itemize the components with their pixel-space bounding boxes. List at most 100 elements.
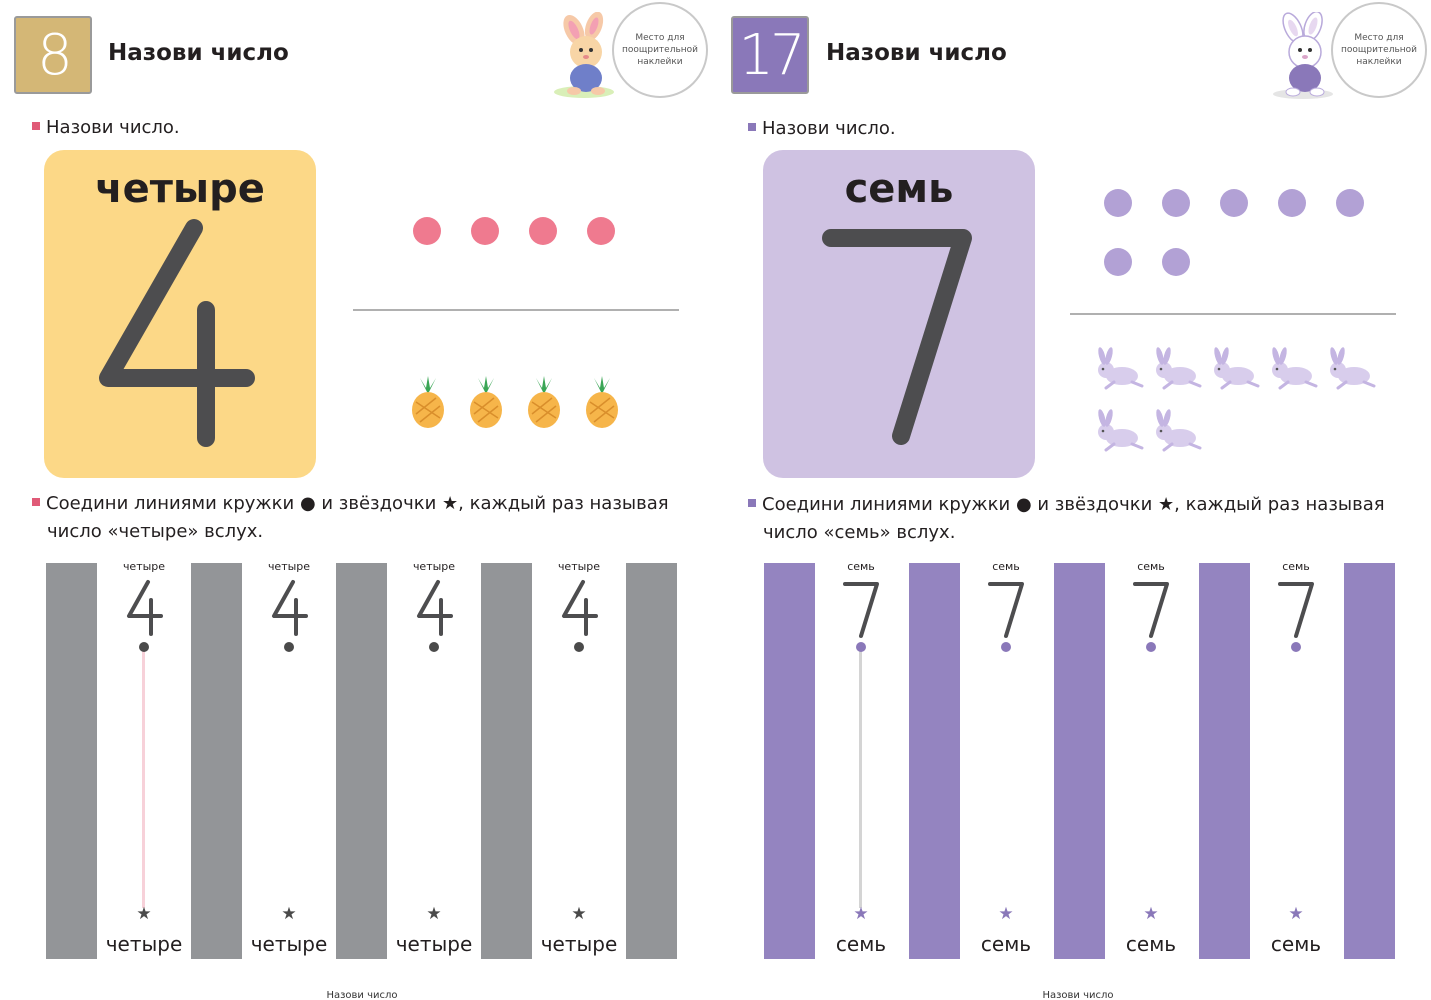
gray-bar bbox=[626, 563, 677, 959]
bullet-square bbox=[748, 123, 756, 131]
gray-bar bbox=[481, 563, 532, 959]
rabbit-icon bbox=[1272, 347, 1318, 390]
instruction-text: число «четыре» вслух. bbox=[47, 521, 264, 542]
lane-bottom-word: семь bbox=[980, 932, 1032, 956]
pineapple-icon bbox=[470, 376, 502, 428]
lane-top-word: семь bbox=[847, 560, 875, 573]
sticker-placeholder: Место для поощрительной наклейки bbox=[1331, 2, 1427, 98]
gray-bar bbox=[46, 563, 97, 959]
lane-top-word: семь bbox=[1282, 560, 1310, 573]
instruction-text: Соедини линиями кружки ● и звёздочки ★, … bbox=[46, 493, 669, 514]
start-dot[interactable] bbox=[139, 642, 149, 652]
target-star-icon[interactable]: ★ bbox=[136, 904, 152, 924]
count-dot bbox=[1220, 189, 1248, 217]
rabbit-icon bbox=[1098, 347, 1144, 390]
count-dot bbox=[587, 217, 615, 245]
trace-lane[interactable]: семь ★ семь bbox=[960, 560, 1052, 960]
purple-bar bbox=[1054, 563, 1105, 959]
lane-digit-seven bbox=[1133, 582, 1169, 638]
target-star-icon[interactable]: ★ bbox=[1143, 904, 1159, 924]
start-dot[interactable] bbox=[1146, 642, 1156, 652]
count-dot bbox=[1104, 189, 1132, 217]
big-digit-seven bbox=[822, 229, 972, 445]
sticker-area: Место для поощрительной наклейки bbox=[554, 2, 712, 102]
lane-top-word: четыре bbox=[557, 560, 601, 573]
number-card: четыре bbox=[44, 150, 316, 478]
gray-bar bbox=[191, 563, 242, 959]
start-dot[interactable] bbox=[856, 642, 866, 652]
lane-bottom-word: четыре bbox=[250, 932, 328, 956]
left-page: 8 Назови число Место для поощрительной н… bbox=[0, 0, 715, 1000]
target-star-icon[interactable]: ★ bbox=[426, 904, 442, 924]
sticker-area: Место для поощрительной наклейки bbox=[1273, 2, 1431, 102]
lane-bottom-word: четыре bbox=[105, 932, 183, 956]
purple-bar bbox=[909, 563, 960, 959]
target-star-icon[interactable]: ★ bbox=[1288, 904, 1304, 924]
divider-line bbox=[353, 309, 679, 311]
pineapple-icon bbox=[528, 376, 560, 428]
page-footer: Назови число bbox=[326, 990, 398, 1000]
start-dot[interactable] bbox=[1001, 642, 1011, 652]
traced-line bbox=[142, 650, 145, 908]
lane-top-word: семь bbox=[992, 560, 1020, 573]
trace-lane[interactable]: четыре ★ четыре bbox=[533, 560, 625, 960]
lane-digit-four bbox=[272, 580, 308, 636]
lane-digit-seven bbox=[843, 582, 879, 638]
lane-bottom-word: четыре bbox=[395, 932, 473, 956]
start-dot[interactable] bbox=[1291, 642, 1301, 652]
page-number-badge: 17 bbox=[731, 16, 809, 94]
instruction-text: Назови число. bbox=[46, 117, 180, 138]
target-star-icon[interactable]: ★ bbox=[571, 904, 587, 924]
number-word: четыре bbox=[95, 166, 265, 212]
bunny-illustration bbox=[1273, 12, 1333, 99]
page-title: Назови число bbox=[108, 40, 289, 66]
bullet-square bbox=[32, 498, 40, 506]
rabbit-icon bbox=[1156, 347, 1202, 390]
target-star-icon[interactable]: ★ bbox=[853, 904, 869, 924]
lane-digit-seven bbox=[1278, 582, 1314, 638]
rabbit-icon bbox=[1098, 409, 1144, 452]
target-star-icon[interactable]: ★ bbox=[998, 904, 1014, 924]
instruction-connect: Соедини линиями кружки ● и звёздочки ★, … bbox=[32, 490, 702, 546]
start-dot[interactable] bbox=[284, 642, 294, 652]
lane-top-word: четыре bbox=[267, 560, 311, 573]
trace-lane[interactable]: четыре ★ четыре bbox=[98, 560, 190, 960]
count-dot bbox=[471, 217, 499, 245]
start-dot[interactable] bbox=[574, 642, 584, 652]
lane-digit-seven bbox=[988, 582, 1024, 638]
purple-bar bbox=[764, 563, 815, 959]
sticker-placeholder: Место для поощрительной наклейки bbox=[612, 2, 708, 98]
lane-bottom-word: четыре bbox=[540, 932, 618, 956]
lane-bottom-word: семь bbox=[835, 932, 887, 956]
bullet-square bbox=[32, 122, 40, 130]
pineapple-icon bbox=[586, 376, 618, 428]
lane-top-word: семь bbox=[1137, 560, 1165, 573]
bunny-illustration bbox=[554, 12, 614, 98]
instruction-name-number: Назови число. bbox=[32, 114, 180, 142]
count-dot bbox=[529, 217, 557, 245]
big-digit-four bbox=[99, 219, 255, 447]
count-dot bbox=[1278, 189, 1306, 217]
trace-lane[interactable]: четыре ★ четыре bbox=[243, 560, 335, 960]
lane-digit-four bbox=[417, 580, 453, 636]
page-title: Назови число bbox=[826, 40, 1007, 66]
count-dot bbox=[1336, 189, 1364, 217]
trace-lane[interactable]: семь ★ семь bbox=[1105, 560, 1197, 960]
instruction-name-number: Назови число. bbox=[748, 115, 896, 143]
instruction-text: число «семь» вслух. bbox=[763, 522, 956, 543]
purple-bar bbox=[1344, 563, 1395, 959]
start-dot[interactable] bbox=[429, 642, 439, 652]
page-number-badge: 8 bbox=[14, 16, 92, 94]
purple-bar bbox=[1199, 563, 1250, 959]
lane-top-word: четыре bbox=[122, 560, 166, 573]
lane-bottom-word: семь bbox=[1270, 932, 1322, 956]
trace-lane[interactable]: четыре ★ четыре bbox=[388, 560, 480, 960]
trace-lane[interactable]: семь ★ семь bbox=[1250, 560, 1342, 960]
count-dot bbox=[1104, 248, 1132, 276]
trace-lane[interactable]: семь ★ семь bbox=[815, 560, 907, 960]
lane-digit-four bbox=[562, 580, 598, 636]
pineapple-icon bbox=[412, 376, 444, 428]
rabbit-icon bbox=[1156, 409, 1202, 452]
page-footer: Назови число bbox=[1042, 990, 1114, 1000]
target-star-icon[interactable]: ★ bbox=[281, 904, 297, 924]
